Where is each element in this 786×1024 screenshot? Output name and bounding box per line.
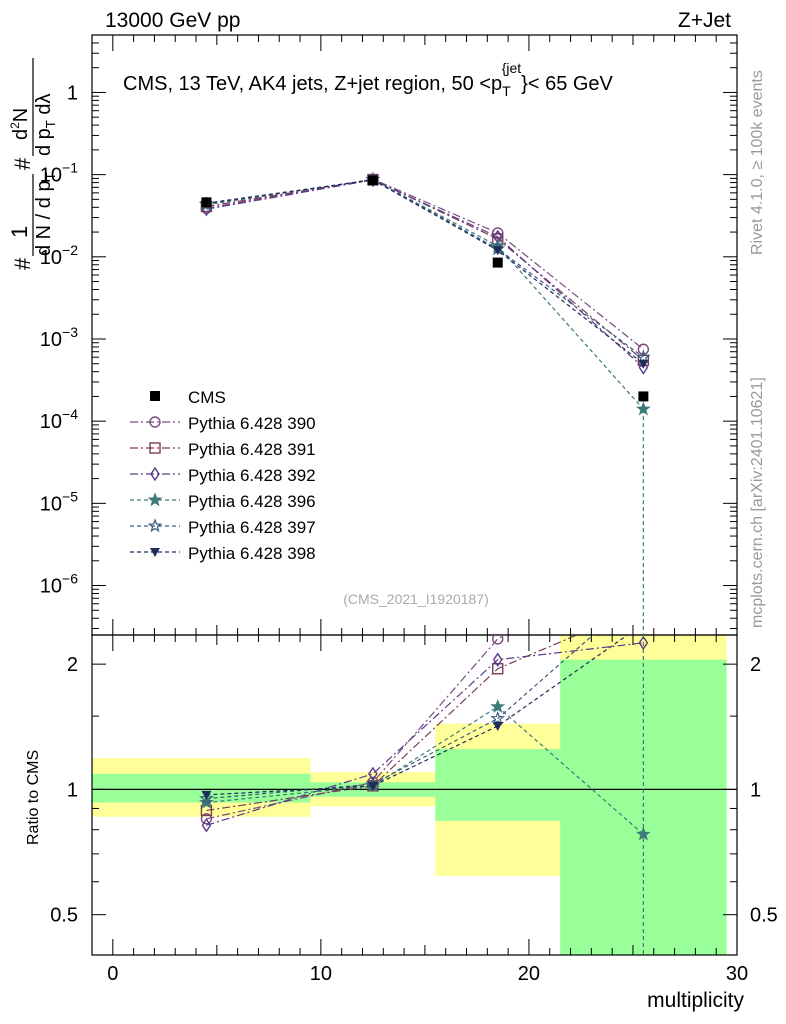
- y-tick-label: 10−3: [40, 324, 78, 351]
- svg-text:1: 1: [7, 226, 32, 238]
- x-tick-label: 0: [107, 963, 118, 985]
- ratio-y-tick-label-right: 0.5: [750, 905, 778, 927]
- ratio-y-tick-label-right: 2: [750, 654, 761, 676]
- svg-text:#: #: [10, 157, 35, 170]
- ratio-point-3-0: [199, 794, 214, 809]
- y-tick-label: 10−2: [40, 242, 78, 269]
- series-point-4-3: [636, 349, 651, 364]
- x-tick-label: 30: [726, 963, 748, 985]
- legend-marker-5: [150, 548, 160, 557]
- legend-label-2: Pythia 6.428 392: [188, 466, 316, 485]
- cms-data-point-2: [492, 257, 503, 268]
- ratio-point-3-2: [490, 699, 506, 714]
- ratio-line-3: [206, 705, 644, 835]
- ratio-point-2-3: [638, 635, 649, 651]
- series-line-3: [206, 178, 644, 410]
- series-line-2: [206, 179, 644, 368]
- y-tick-label: 10−1: [40, 160, 78, 187]
- y-tick-label: 10−6: [40, 571, 78, 598]
- ratio-point-0-0: [200, 813, 213, 825]
- legend-marker-cms: [150, 391, 160, 401]
- svg-text:d pT dλ: d pT dλ: [33, 94, 58, 156]
- series-line-1: [206, 178, 644, 361]
- green-band-2: [435, 749, 561, 821]
- svg-text:d N / d pT: d N / d pT: [33, 172, 58, 256]
- ratio-point-4-0: [199, 790, 214, 805]
- legend-label-3: Pythia 6.428 396: [188, 492, 316, 511]
- ratio-y-tick-label: 1: [67, 779, 78, 801]
- series-line-0: [206, 178, 644, 350]
- ratio-point-2-2: [492, 652, 503, 667]
- legend-label-cms: CMS: [188, 388, 226, 407]
- legend: CMS Pythia 6.428 390 Pythia 6.428 391 Pythi…: [130, 388, 316, 563]
- header-process: Z+Jet: [678, 9, 731, 32]
- ratio-line-2: [206, 642, 644, 826]
- cms-data-point-3: [638, 391, 649, 402]
- y-tick-label: 1: [67, 82, 78, 104]
- ratio-line-5: [206, 635, 629, 796]
- series-point-5-2: [492, 246, 503, 256]
- series-point-5-3: [638, 359, 649, 369]
- ratio-point-4-2: [490, 710, 506, 725]
- ratio-panel-frame: [91, 634, 738, 956]
- ratio-y-axis: 0.5 0.5 1 1 2 2: [50, 654, 778, 927]
- series-point-2-3: [638, 360, 649, 375]
- ratio-y-axis-label: Ratio to CMS: [25, 750, 42, 845]
- cms-data-point-0: [201, 197, 212, 208]
- legend-marker-1: [149, 442, 161, 454]
- svg-text:d2N: d2N: [8, 108, 32, 140]
- cms-data-point-1: [367, 175, 378, 186]
- ratio-uncertainty-bands: [92, 635, 727, 955]
- x-axis-label: multiplicity: [647, 989, 744, 1012]
- series-point-0-2: [492, 227, 504, 239]
- series-line-4: [206, 178, 644, 358]
- header-energy: 13000 GeV pp: [105, 9, 240, 32]
- legend-label-4: Pythia 6.428 397: [188, 518, 316, 537]
- series-point-0-3: [637, 343, 650, 355]
- ratio-point-5-1: [367, 781, 378, 791]
- ratio-point-5-0: [201, 790, 212, 800]
- ratio-point-2-0: [201, 818, 212, 833]
- chart-title: CMS, 13 TeV, AK4 jets, Z+jet region, 50 …: [123, 60, 614, 99]
- mcplots-label: mcplots.cern.ch [arXiv:2401.10621]: [749, 377, 766, 628]
- y-tick-label: 10−4: [40, 406, 78, 433]
- green-band-0: [92, 773, 311, 803]
- ratio-y-tick-label: 0.5: [50, 905, 78, 927]
- main-y-axis: 1 10−1 10−2 10−3 10−4 10−5 10−6: [40, 34, 737, 629]
- legend-marker-2: [150, 466, 160, 482]
- ratio-series-group: [199, 635, 651, 955]
- analysis-id: (CMS_2021_I1920187): [343, 591, 489, 607]
- legend-label-0: Pythia 6.428 390: [188, 414, 316, 433]
- y-tick-label: 10−5: [40, 488, 78, 515]
- rivet-label: Rivet 4.1.0, ≥ 100k events: [749, 70, 766, 255]
- main-y-axis-label: # 1 d N / d pT # d2N d pT dλ: [7, 58, 58, 270]
- ratio-line-1: [206, 635, 579, 812]
- legend-marker-3: [147, 492, 163, 507]
- ratio-y-tick-label: 2: [67, 654, 78, 676]
- legend-marker-4: [147, 518, 163, 533]
- x-tick-label: 10: [310, 963, 332, 985]
- ratio-y-tick-label-right: 1: [750, 779, 761, 801]
- legend-label-5: Pythia 6.428 398: [188, 544, 316, 563]
- legend-label-1: Pythia 6.428 391: [188, 440, 316, 459]
- main-series-group: [199, 171, 651, 635]
- x-tick-label: 20: [518, 963, 540, 985]
- ratio-point-0-2: [492, 635, 504, 645]
- x-axis: 0 10 20 30: [107, 35, 748, 985]
- ratio-line-0: [206, 635, 506, 820]
- ratio-point-1-2: [492, 663, 504, 675]
- ratio-point-5-2: [492, 722, 503, 732]
- legend-marker-0: [149, 416, 161, 428]
- svg-text:#: #: [10, 257, 35, 270]
- series-line-5: [206, 179, 644, 365]
